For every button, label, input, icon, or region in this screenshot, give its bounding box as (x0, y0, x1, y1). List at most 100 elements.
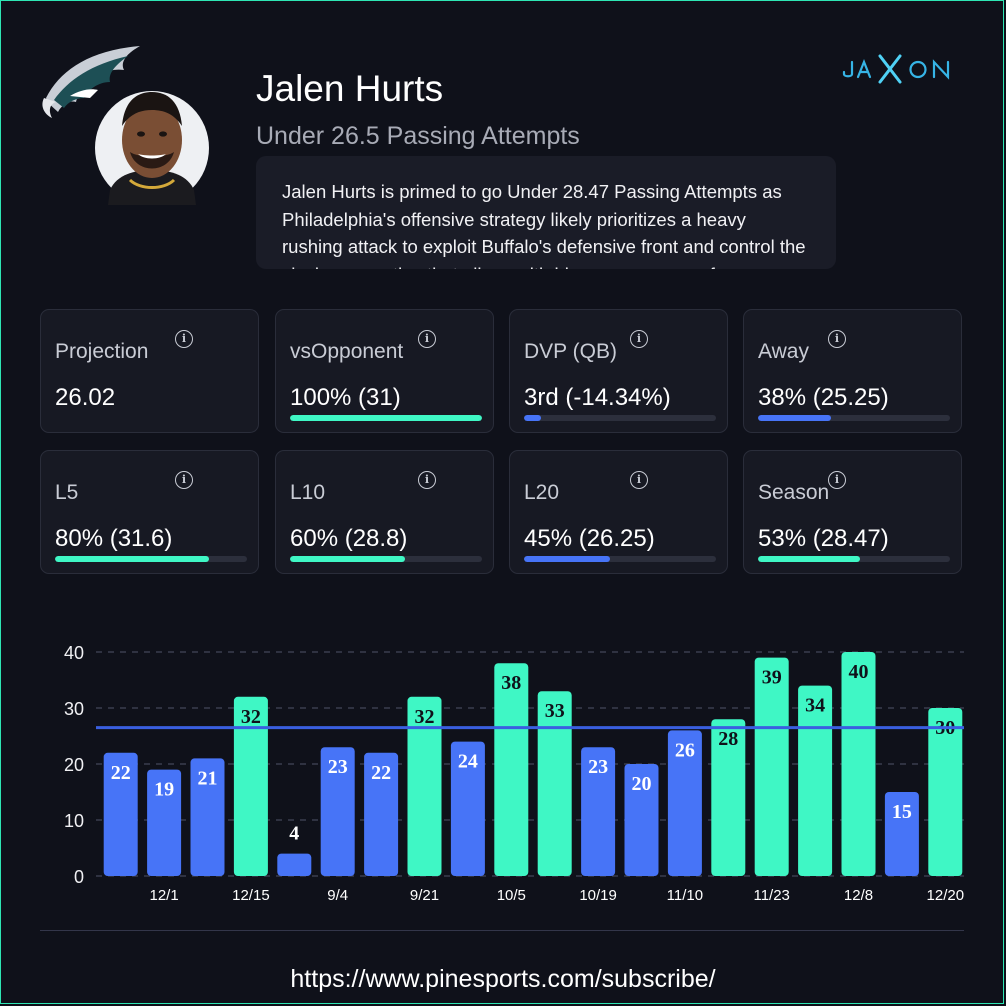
y-tick-label: 20 (64, 755, 84, 775)
bar-value-label: 21 (198, 767, 218, 789)
stat-card-dvp-qb: DVP (QB) i 3rd (-14.34%) (509, 309, 728, 433)
stat-progress-track (758, 556, 950, 562)
bar (841, 652, 876, 876)
bar-value-label: 22 (371, 762, 391, 784)
stat-label: L20 (524, 481, 560, 504)
bar-value-label: 23 (328, 756, 348, 778)
bar (407, 696, 442, 876)
info-icon[interactable]: i (418, 330, 436, 348)
stat-progress-fill (758, 556, 860, 562)
bar-value-label: 4 (289, 823, 299, 845)
bar (450, 741, 485, 876)
bar (320, 747, 355, 876)
bar-value-label: 40 (849, 661, 869, 683)
bar-value-label: 32 (241, 706, 261, 728)
stat-card-l10: L10 i 60% (28.8) (275, 450, 494, 574)
bar (277, 853, 312, 876)
bar (233, 696, 268, 876)
bar-value-label: 33 (545, 700, 565, 722)
x-tick-label: 9/4 (327, 887, 348, 904)
bar (624, 764, 659, 876)
stat-progress-fill (290, 556, 406, 562)
bar (364, 752, 399, 876)
eagles-logo-and-player-photo (42, 46, 209, 205)
bar-value-label: 38 (501, 672, 521, 694)
stat-value: 3rd (-14.34%) (524, 384, 671, 411)
stat-value: 45% (26.25) (524, 525, 655, 552)
info-icon[interactable]: i (418, 471, 436, 489)
bar-value-label: 23 (588, 756, 608, 778)
bar-value-label: 24 (458, 751, 478, 773)
x-tick-label: 12/8 (844, 887, 873, 904)
bar-value-label: 26 (675, 739, 695, 761)
info-icon[interactable]: i (630, 471, 648, 489)
info-icon[interactable]: i (175, 471, 193, 489)
stat-label: Season (758, 481, 830, 504)
stat-progress-fill (524, 415, 542, 421)
stat-value: 26.02 (55, 384, 116, 411)
info-icon[interactable]: i (630, 330, 648, 348)
bar (711, 719, 746, 876)
bar-value-label: 34 (805, 695, 825, 717)
stat-label: Away (758, 340, 809, 363)
y-tick-label: 30 (64, 699, 84, 719)
x-tick-label: 10/5 (497, 887, 526, 904)
y-tick-label: 40 (64, 643, 84, 663)
player-name: Jalen Hurts (256, 68, 444, 109)
stat-progress-track (524, 556, 716, 562)
header: Jalen Hurts Under 26.5 Passing Attempts … (0, 0, 1006, 290)
stat-label: L5 (55, 481, 79, 504)
analysis-summary-text: Jalen Hurts is primed to go Under 28.47 … (282, 181, 806, 269)
analysis-summary: Jalen Hurts is primed to go Under 28.47 … (256, 156, 836, 269)
y-tick-label: 10 (64, 811, 84, 831)
stat-progress-fill (758, 415, 831, 421)
info-icon[interactable]: i (828, 471, 846, 489)
jaxon-brand-logo (842, 54, 950, 84)
bar (667, 730, 702, 876)
x-tick-label: 10/19 (579, 887, 617, 904)
stat-value: 80% (31.6) (55, 525, 173, 552)
stat-progress-fill (524, 556, 611, 562)
bar (798, 685, 833, 876)
info-icon[interactable]: i (828, 330, 846, 348)
stat-card-season: Season i 53% (28.47) (743, 450, 962, 574)
stat-card-away: Away i 38% (25.25) (743, 309, 962, 433)
stat-value: 100% (31) (290, 384, 401, 411)
stat-label: DVP (QB) (524, 340, 617, 363)
stat-progress-track (290, 415, 482, 421)
bar (884, 792, 919, 876)
info-icon[interactable]: i (175, 330, 193, 348)
bar (581, 747, 616, 876)
stat-card-projection: Projection i 26.02 (40, 309, 259, 433)
bar-value-label: 19 (154, 779, 174, 801)
x-tick-label: 12/15 (232, 887, 270, 904)
x-tick-label: 12/1 (149, 887, 178, 904)
stat-progress-fill (290, 415, 482, 421)
bar (103, 752, 138, 876)
x-tick-label: 11/23 (753, 887, 789, 904)
prop-line: Under 26.5 Passing Attempts (256, 122, 580, 150)
bar (190, 758, 225, 876)
attempts-bar-chart: 0 10 20 30 40 22 19 12/1 21 32 12/15 4 23 9/4 22 32 9/21… (64, 643, 965, 904)
bar-value-label: 39 (762, 667, 782, 689)
stat-label: L10 (290, 481, 326, 504)
bar (754, 657, 789, 876)
bar (928, 708, 963, 876)
stat-progress-track (758, 415, 950, 421)
x-tick-label: 12/20 (927, 887, 965, 904)
stat-card-l5: L5 i 80% (31.6) (40, 450, 259, 574)
stat-label: Projection (55, 340, 149, 363)
bar (147, 769, 182, 876)
subscribe-url[interactable]: https://www.pinesports.com/subscribe/ (290, 965, 716, 993)
bar-value-label: 15 (892, 801, 912, 823)
bar-value-label: 20 (632, 773, 652, 795)
stat-progress-track (55, 556, 247, 562)
bar-value-label: 32 (415, 706, 435, 728)
stat-label: vsOpponent (290, 340, 404, 363)
stat-progress-fill (55, 556, 209, 562)
stat-value: 38% (25.25) (758, 384, 889, 411)
stat-progress-track (524, 415, 716, 421)
footer-divider (40, 930, 964, 931)
x-tick-label: 9/21 (410, 887, 439, 904)
